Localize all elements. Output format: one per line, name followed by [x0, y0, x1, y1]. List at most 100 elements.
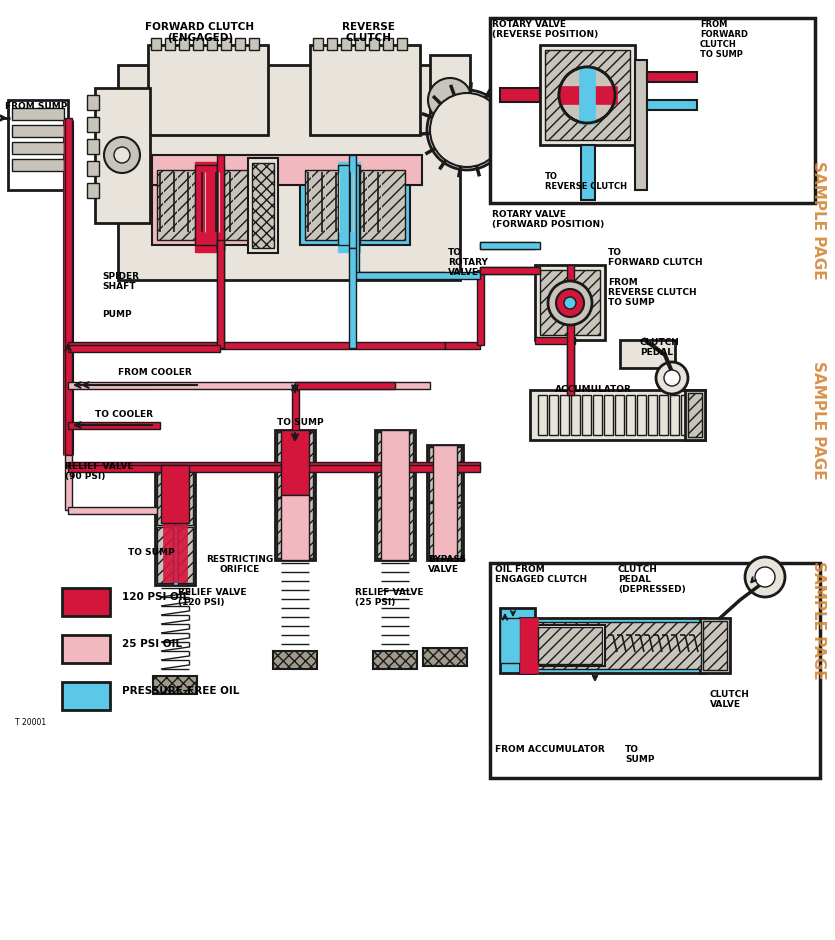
Bar	[64, 455, 72, 510]
Bar	[659, 395, 668, 435]
Text: RELIEF VALVE
(25 PSI): RELIEF VALVE (25 PSI)	[355, 588, 423, 607]
Bar	[373, 651, 417, 669]
Bar	[348, 155, 356, 248]
Circle shape	[114, 147, 130, 163]
Bar	[153, 676, 197, 694]
Bar	[540, 45, 635, 145]
Text: FROM COOLER: FROM COOLER	[118, 368, 192, 377]
Bar	[281, 495, 309, 560]
Bar	[216, 165, 224, 250]
Bar	[685, 390, 705, 440]
Circle shape	[548, 281, 592, 325]
Bar	[397, 38, 407, 50]
Text: T 20001: T 20001	[15, 718, 46, 727]
Text: RELIEF VALVE
(90 PSI): RELIEF VALVE (90 PSI)	[65, 462, 134, 481]
Text: 120 PSI OIL: 120 PSI OIL	[122, 592, 190, 602]
Bar	[355, 272, 480, 278]
Circle shape	[559, 67, 615, 123]
Text: SAMPLE PAGE: SAMPLE PAGE	[811, 560, 826, 680]
Bar	[12, 108, 64, 120]
Bar	[480, 242, 540, 248]
Text: ACCUMULATOR: ACCUMULATOR	[555, 385, 632, 394]
Bar	[12, 142, 64, 154]
Bar	[300, 165, 410, 245]
Circle shape	[656, 362, 688, 394]
Bar	[62, 588, 110, 616]
Circle shape	[427, 90, 507, 170]
Bar	[68, 341, 445, 349]
Bar	[545, 50, 630, 140]
Bar	[273, 651, 317, 669]
Text: FROM
FORWARD
CLUTCH
TO SUMP: FROM FORWARD CLUTCH TO SUMP	[700, 20, 748, 59]
Bar	[195, 162, 220, 252]
Bar	[152, 155, 422, 185]
Bar	[688, 393, 702, 437]
Bar	[423, 648, 467, 666]
Bar	[338, 165, 360, 245]
Bar	[538, 627, 602, 664]
Bar	[152, 165, 262, 245]
Text: RELIEF VALVE
(120 PSI): RELIEF VALVE (120 PSI)	[178, 588, 246, 607]
Bar	[87, 161, 99, 176]
Bar	[161, 465, 189, 523]
Bar	[700, 618, 730, 673]
Bar	[480, 267, 535, 274]
Bar	[207, 38, 217, 50]
Bar	[429, 447, 461, 502]
Bar	[369, 38, 379, 50]
Bar	[445, 341, 480, 349]
Text: PRESSURE-FREE OIL: PRESSURE-FREE OIL	[122, 686, 240, 696]
Text: ROTARY VALVE
(REVERSE POSITION): ROTARY VALVE (REVERSE POSITION)	[492, 20, 598, 39]
Bar	[68, 464, 480, 472]
Bar	[530, 390, 705, 440]
Bar	[670, 395, 679, 435]
Text: 25 PSI OIL: 25 PSI OIL	[122, 639, 182, 649]
Bar	[620, 340, 675, 368]
Bar	[87, 183, 99, 198]
Circle shape	[430, 93, 504, 167]
Bar	[87, 139, 99, 154]
Text: CLUTCH
PEDAL
(DEPRESSED): CLUTCH PEDAL (DEPRESSED)	[618, 565, 686, 594]
Text: OIL FROM
ENGAGED CLUTCH: OIL FROM ENGAGED CLUTCH	[495, 565, 587, 584]
Bar	[291, 385, 298, 432]
Text: SAMPLE PAGE: SAMPLE PAGE	[811, 361, 826, 479]
Bar	[566, 340, 574, 393]
Bar	[148, 45, 268, 135]
Bar	[427, 445, 463, 560]
Bar	[157, 170, 257, 240]
Bar	[281, 430, 309, 495]
Bar	[216, 240, 224, 348]
Bar	[615, 395, 624, 435]
Bar	[490, 563, 820, 778]
Bar	[582, 395, 591, 435]
Bar	[310, 45, 420, 135]
Bar	[157, 467, 193, 525]
Bar	[87, 95, 99, 110]
Bar	[64, 118, 72, 455]
Text: SPIDER
SHAFT: SPIDER SHAFT	[102, 272, 139, 291]
Bar	[635, 60, 647, 190]
Bar	[313, 38, 323, 50]
Bar	[275, 430, 315, 560]
Bar	[535, 265, 605, 340]
Text: CLUTCH
PEDAL: CLUTCH PEDAL	[640, 338, 680, 357]
Bar	[535, 625, 605, 666]
Bar	[524, 622, 701, 669]
Bar	[579, 67, 595, 124]
Bar	[500, 608, 535, 673]
Bar	[535, 337, 575, 343]
Bar	[173, 525, 178, 585]
Bar	[179, 38, 189, 50]
Bar	[381, 430, 409, 560]
Bar	[549, 395, 558, 435]
Bar	[500, 618, 520, 663]
Text: FROM
REVERSE CLUTCH
TO SUMP: FROM REVERSE CLUTCH TO SUMP	[608, 278, 696, 307]
Bar	[157, 527, 193, 583]
Bar	[566, 265, 574, 395]
Text: TO
SUMP: TO SUMP	[625, 745, 655, 764]
Bar	[193, 38, 203, 50]
Bar	[87, 117, 99, 132]
Bar	[540, 270, 600, 335]
Bar	[571, 395, 580, 435]
Bar	[560, 395, 569, 435]
